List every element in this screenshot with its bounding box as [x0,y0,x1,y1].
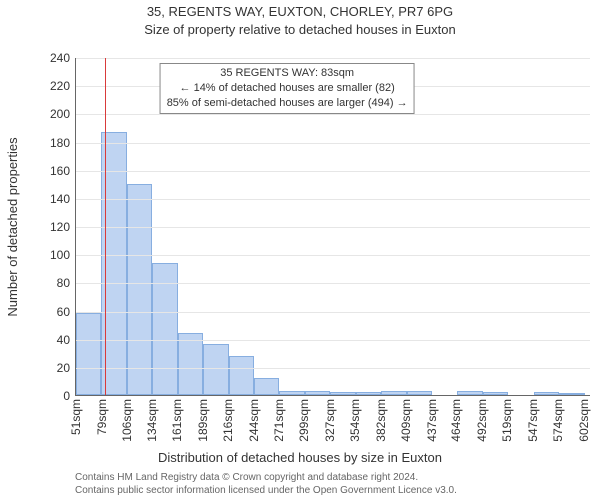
bar [356,392,381,395]
xtick-label: 271sqm [272,399,286,442]
xtick-label: 134sqm [145,399,159,442]
bar [127,184,152,395]
xtick-label: 437sqm [425,399,439,442]
bar [279,391,304,395]
bar [381,391,406,395]
ytick-label: 100 [50,248,76,262]
gridline [76,58,590,59]
xtick-label: 354sqm [348,399,362,442]
xtick-label: 602sqm [577,399,591,442]
xtick-label: 51sqm [69,399,83,435]
ytick-label: 20 [57,361,76,375]
xtick-label: 106sqm [120,399,134,442]
ytick-label: 220 [50,79,76,93]
bar [203,344,228,395]
gridline [76,171,590,172]
ytick-label: 120 [50,220,76,234]
chart-title: 35, REGENTS WAY, EUXTON, CHORLEY, PR7 6P… [0,4,600,19]
chart-root: { "layout": { "width": 600, "height": 50… [0,0,600,500]
xtick-label: 327sqm [323,399,337,442]
xtick-label: 464sqm [449,399,463,442]
annotation-box: 35 REGENTS WAY: 83sqm ← 14% of detached … [160,63,415,114]
reference-line [105,58,106,395]
annotation-line-3: 85% of semi-detached houses are larger (… [167,96,408,111]
gridline [76,283,590,284]
xtick-label: 216sqm [221,399,235,442]
ytick-label: 140 [50,192,76,206]
bar [407,391,432,395]
bar [305,391,330,395]
xtick-label: 382sqm [374,399,388,442]
bar [229,356,254,395]
gridline [76,255,590,256]
bar [178,333,203,395]
annotation-line-1: 35 REGENTS WAY: 83sqm [167,66,408,81]
ytick-label: 160 [50,164,76,178]
footnote-line-2: Contains public sector information licen… [75,485,600,498]
bar [534,392,559,395]
xtick-label: 574sqm [551,399,565,442]
ytick-label: 60 [57,305,76,319]
plot-area: 020406080100120140160180200220240 51sqm7… [75,58,590,396]
xtick-label: 492sqm [475,399,489,442]
ytick-label: 40 [57,333,76,347]
gridline [76,368,590,369]
xtick-label: 519sqm [500,399,514,442]
xtick-label: 547sqm [526,399,540,442]
bar [330,392,355,395]
footnote-line-1: Contains HM Land Registry data © Crown c… [75,472,600,485]
ytick-label: 180 [50,136,76,150]
bar [483,392,508,395]
chart-subtitle: Size of property relative to detached ho… [0,22,600,37]
footnote: Contains HM Land Registry data © Crown c… [75,472,600,497]
gridline [76,143,590,144]
gridline [76,227,590,228]
xtick-label: 189sqm [196,399,210,442]
xtick-label: 299sqm [297,399,311,442]
gridline [76,312,590,313]
xtick-label: 409sqm [399,399,413,442]
gridline [76,340,590,341]
bar [457,391,482,395]
x-axis-label: Distribution of detached houses by size … [0,450,600,465]
bar [254,378,279,395]
gridline [76,199,590,200]
ytick-label: 240 [50,51,76,65]
ytick-label: 200 [50,107,76,121]
xtick-label: 244sqm [247,399,261,442]
xtick-label: 161sqm [170,399,184,442]
xtick-label: 79sqm [95,399,109,435]
gridline [76,114,590,115]
y-axis-label: Number of detached properties [5,137,20,316]
bar [559,393,584,395]
ytick-label: 80 [57,276,76,290]
annotation-line-2: ← 14% of detached houses are smaller (82… [167,81,408,96]
bar [76,313,101,395]
